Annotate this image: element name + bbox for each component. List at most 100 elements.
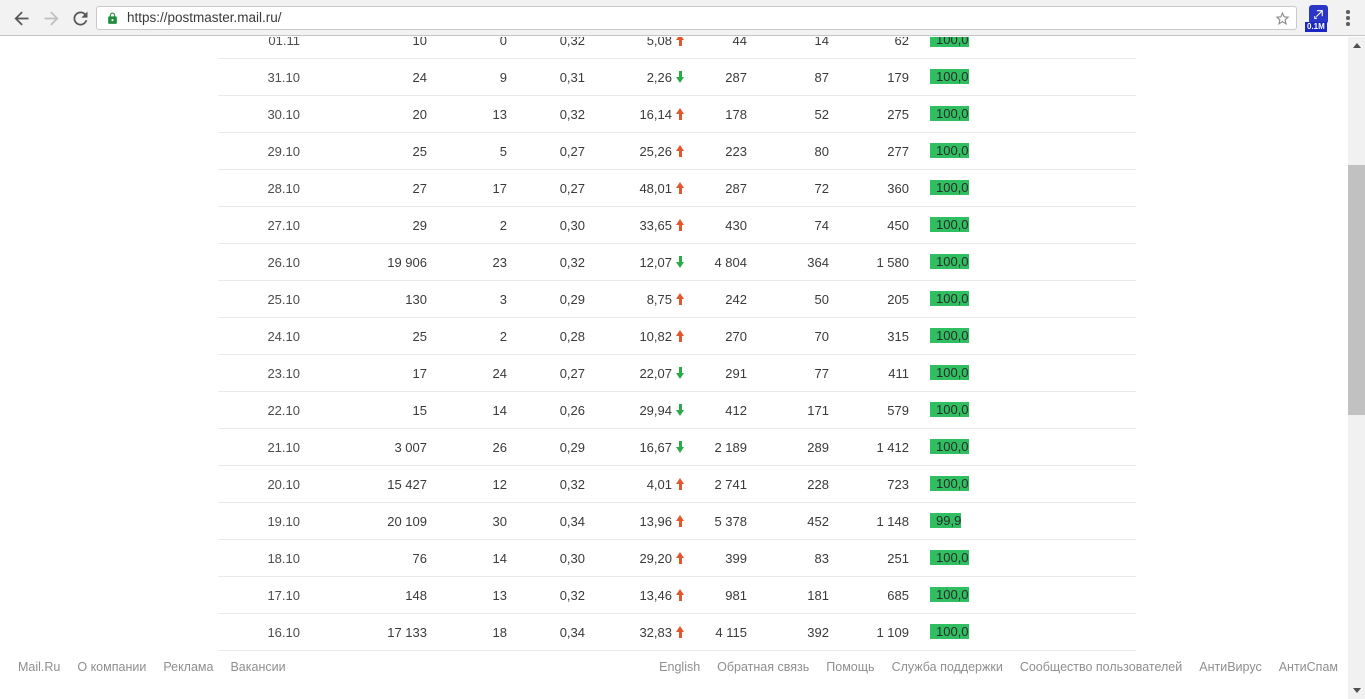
scrollbar-down-arrow-icon[interactable] [1348,682,1365,699]
value-cell-3: 0,32 [559,106,585,122]
browser-toolbar: https://postmaster.mail.ru/ 0.1M [0,0,1365,36]
value-cell-6: 179 [887,69,909,85]
value-cell-2: 12 [492,476,507,492]
scrollbar-up-arrow-icon[interactable] [1348,37,1365,54]
percent-bar-cell: 100,0 [930,289,1128,309]
trend-cell: 13,96 [585,514,685,529]
value-cell-4: 242 [725,291,747,307]
bookmark-star-icon[interactable] [1274,10,1291,27]
date-cell: 26.10 [267,254,300,270]
back-button[interactable] [9,6,33,30]
footer-link[interactable]: АнтиСпам [1278,659,1338,674]
value-cell-6: 275 [887,106,909,122]
footer-link[interactable]: English [659,659,701,674]
trend-cell: 16,67 [585,440,685,455]
footer-link[interactable]: Сообщество пользователей [1019,659,1183,674]
date-cell: 23.10 [267,365,300,381]
address-bar[interactable]: https://postmaster.mail.ru/ [96,6,1297,30]
value-cell-6: 450 [887,217,909,233]
trend-cell: 33,65 [585,218,685,233]
value-cell-3: 0,30 [559,217,585,233]
trend-down-arrow-icon [676,70,685,84]
percent-bar: 100,0 [930,143,969,158]
trend-cell: 22,07 [585,366,685,381]
date-cell: 17.10 [267,587,300,603]
trend-up-arrow-icon [676,292,685,306]
value-cell-6: 62 [894,37,909,48]
table-row: 22.10 15 14 0,26 29,94 412 171 579 100,0 [218,392,1136,429]
table-row: 26.10 19 906 23 0,32 12,07 4 804 364 1 5… [218,244,1136,281]
value-cell-1: 24 [412,69,427,85]
menu-dot [1346,10,1350,14]
value-cell-3: 0,27 [559,143,585,159]
percent-bar: 100,0 [930,587,969,602]
value-cell-1: 148 [405,587,427,603]
value-cell-3: 0,34 [559,513,585,529]
value-cell-3: 0,32 [559,254,585,270]
table-row: 21.10 3 007 26 0,29 16,67 2 189 289 1 41… [218,429,1136,466]
footer-link[interactable]: Вакансии [230,659,286,674]
percent-bar-cell: 100,0 [930,585,1128,605]
footer-link[interactable]: Mail.Ru [18,659,61,674]
stats-table: 01.11 10 0 0,32 5,08 44 14 62 100,0 31.1… [218,37,1136,651]
value-cell-2: 5 [499,143,507,159]
percent-bar: 100,0 [930,69,969,84]
value-cell-6: 205 [887,291,909,307]
table-row: 27.10 29 2 0,30 33,65 430 74 450 100,0 [218,207,1136,244]
table-row: 30.10 20 13 0,32 16,14 178 52 275 100,0 [218,96,1136,133]
value-cell-5: 72 [814,180,829,196]
scrollbar-thumb[interactable] [1348,165,1365,415]
value-cell-5: 171 [807,402,829,418]
percent-bar-cell: 100,0 [930,178,1128,198]
footer-link[interactable]: Обратная связь [717,659,810,674]
secure-lock-icon[interactable] [106,12,119,25]
trend-up-arrow-icon [676,181,685,195]
percent-bar: 100,0 [930,550,969,565]
value-cell-5: 87 [814,69,829,85]
percent-bar: 100,0 [930,624,969,639]
table-row: 19.10 20 109 30 0,34 13,96 5 378 452 1 1… [218,503,1136,540]
trend-value: 16,67 [639,439,672,455]
value-cell-4: 430 [725,217,747,233]
value-cell-5: 289 [807,439,829,455]
forward-arrow-icon [44,11,58,25]
percent-bar-cell: 100,0 [930,474,1128,494]
reload-icon [72,10,87,25]
value-cell-3: 0,32 [559,587,585,603]
percent-bar: 100,0 [930,217,969,232]
percent-bar-cell: 100,0 [930,622,1128,642]
value-cell-6: 1 412 [876,439,909,455]
reload-button[interactable] [68,6,92,30]
value-cell-4: 270 [725,328,747,344]
value-cell-6: 315 [887,328,909,344]
footer-link[interactable]: Реклама [163,659,214,674]
trend-cell: 12,07 [585,255,685,270]
value-cell-4: 399 [725,550,747,566]
trend-value: 5,08 [646,37,672,48]
percent-bar-cell: 100,0 [930,548,1128,568]
footer-link[interactable]: Помощь [826,659,875,674]
table-row: 20.10 15 427 12 0,32 4,01 2 741 228 723 … [218,466,1136,503]
trend-down-arrow-icon [676,403,685,417]
extension-button[interactable]: 0.1M [1305,4,1331,32]
date-cell: 30.10 [267,106,300,122]
trend-value: 29,94 [639,402,672,418]
value-cell-4: 291 [725,365,747,381]
vertical-scrollbar[interactable] [1348,37,1365,699]
trend-value: 33,65 [639,217,672,233]
value-cell-4: 4 804 [714,254,747,270]
url-text: https://postmaster.mail.ru/ [127,10,282,25]
forward-button[interactable] [39,6,63,30]
browser-menu-button[interactable] [1338,6,1358,30]
trend-cell: 13,46 [585,588,685,603]
footer-link[interactable]: Служба поддержки [891,659,1003,674]
date-cell: 01.11 [268,37,300,48]
value-cell-1: 130 [405,291,427,307]
footer-link[interactable]: АнтиВирус [1199,659,1262,674]
trend-up-arrow-icon [676,218,685,232]
footer-link[interactable]: О компании [77,659,147,674]
percent-bar: 100,0 [930,37,969,47]
value-cell-3: 0,26 [559,402,585,418]
value-cell-4: 178 [725,106,747,122]
value-cell-2: 0 [499,37,507,48]
